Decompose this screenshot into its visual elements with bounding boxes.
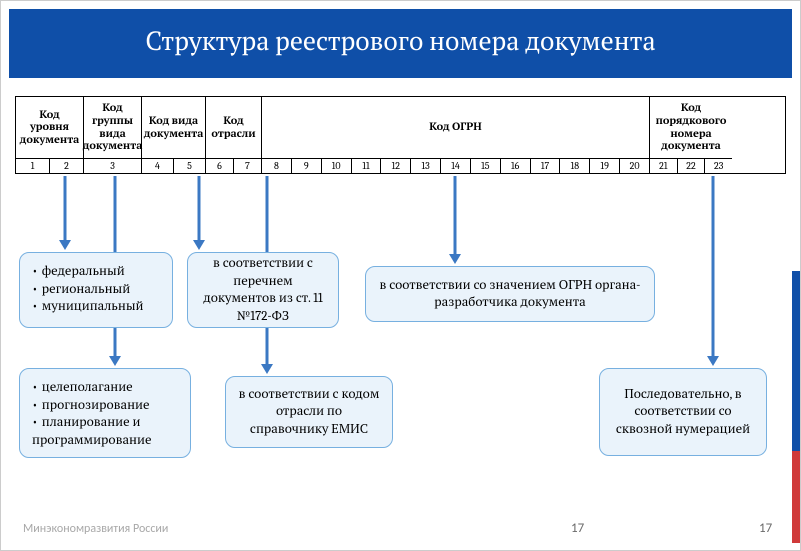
table-cell-num: 14 bbox=[441, 159, 471, 173]
table-cell-num: 2 bbox=[50, 159, 83, 173]
table-cell-num: 9 bbox=[292, 159, 322, 173]
list-item: муниципальный bbox=[32, 298, 160, 316]
arrow-head-0 bbox=[59, 240, 71, 250]
arrow-head-5 bbox=[707, 356, 719, 366]
footer-ministry: Минэкономразвития России bbox=[23, 522, 168, 536]
table-cell-num: 22 bbox=[678, 159, 706, 173]
table-col-nums: 3 bbox=[84, 159, 141, 173]
list-item: планирование и программирование bbox=[32, 414, 178, 449]
title-bar: Структура реестрового номера документа bbox=[9, 9, 792, 78]
box-group: целеполаганиепрогнозированиепланирование… bbox=[19, 368, 191, 458]
box-ogrn-text: в соответствии со значением ОГРН органа-… bbox=[378, 277, 642, 312]
table-col-label: Код порядкового номера документа bbox=[650, 97, 732, 159]
table-cell-num: 1 bbox=[16, 159, 50, 173]
table-cell-num: 21 bbox=[650, 159, 678, 173]
list-item: целеполагание bbox=[32, 379, 178, 397]
box-doc-kind-text: в соответствии с перечнем документов из … bbox=[200, 255, 326, 325]
arrow-head-3 bbox=[261, 364, 273, 374]
page-title: Структура реестрового номера документа bbox=[145, 27, 655, 57]
table-cell-num: 12 bbox=[381, 159, 411, 173]
box-level: федеральныйрегиональныймуниципальный bbox=[19, 252, 173, 328]
table-cell-num: 16 bbox=[501, 159, 531, 173]
diagram-content: Код уровня документа12Код группы вида до… bbox=[15, 96, 786, 174]
page-number-right: 17 bbox=[759, 521, 772, 536]
table-col-2: Код вида документа45 bbox=[142, 97, 206, 173]
table-col-nums: 212223 bbox=[650, 159, 732, 173]
table-cell-num: 19 bbox=[590, 159, 620, 173]
list-item: федеральный bbox=[32, 263, 160, 281]
side-stripe-blue bbox=[792, 271, 800, 451]
table-col-label: Код ОГРН bbox=[262, 97, 649, 159]
table-cell-num: 5 bbox=[174, 159, 205, 173]
table-cell-num: 17 bbox=[531, 159, 561, 173]
table-col-label: Код вида документа bbox=[142, 97, 205, 159]
box-industry-text: в соответствии с кодом отрасли по справо… bbox=[238, 386, 380, 439]
table-col-1: Код группы вида документа3 bbox=[84, 97, 142, 173]
table-col-label: Код отрасли bbox=[206, 97, 261, 159]
table-col-0: Код уровня документа12 bbox=[16, 97, 84, 173]
table-col-nums: 67 bbox=[206, 159, 261, 173]
box-industry: в соответствии с кодом отрасли по справо… bbox=[225, 376, 393, 448]
arrow-head-1 bbox=[109, 356, 121, 366]
table-cell-num: 20 bbox=[620, 159, 649, 173]
table-col-nums: 45 bbox=[142, 159, 205, 173]
table-cell-num: 10 bbox=[322, 159, 352, 173]
box-sequence: Последовательно, в соответствии со сквоз… bbox=[599, 368, 767, 456]
table-cell-num: 3 bbox=[84, 159, 141, 173]
table-col-nums: 12 bbox=[16, 159, 83, 173]
table-col-nums: 891011121314151617181920 bbox=[262, 159, 649, 173]
table-col-5: Код порядкового номера документа212223 bbox=[650, 97, 732, 173]
table-cell-num: 18 bbox=[560, 159, 590, 173]
list-item: прогнозирование bbox=[32, 397, 178, 415]
box-ogrn: в соответствии со значением ОГРН органа-… bbox=[365, 266, 655, 322]
table-cell-num: 11 bbox=[352, 159, 382, 173]
arrow-head-2 bbox=[193, 240, 205, 250]
list-item: региональный bbox=[32, 281, 160, 299]
table-col-3: Код отрасли67 bbox=[206, 97, 262, 173]
table-cell-num: 23 bbox=[705, 159, 732, 173]
table-cell-num: 4 bbox=[142, 159, 174, 173]
table-col-label: Код группы вида документа bbox=[84, 97, 141, 159]
table-cell-num: 13 bbox=[411, 159, 441, 173]
table-cell-num: 8 bbox=[262, 159, 292, 173]
side-stripe-red bbox=[792, 451, 800, 543]
box-group-list: целеполаганиепрогнозированиепланирование… bbox=[32, 379, 178, 449]
box-level-list: федеральныйрегиональныймуниципальный bbox=[32, 263, 160, 316]
page-number-center: 17 bbox=[571, 521, 584, 536]
table-cell-num: 15 bbox=[471, 159, 501, 173]
box-doc-kind: в соответствии с перечнем документов из … bbox=[187, 252, 339, 328]
box-sequence-text: Последовательно, в соответствии со сквоз… bbox=[612, 386, 754, 439]
arrow-head-4 bbox=[449, 254, 461, 264]
table-cell-num: 7 bbox=[234, 159, 261, 173]
table-col-4: Код ОГРН891011121314151617181920 bbox=[262, 97, 650, 173]
table-col-label: Код уровня документа bbox=[16, 97, 83, 159]
table-cell-num: 6 bbox=[206, 159, 234, 173]
header-table: Код уровня документа12Код группы вида до… bbox=[15, 96, 786, 174]
